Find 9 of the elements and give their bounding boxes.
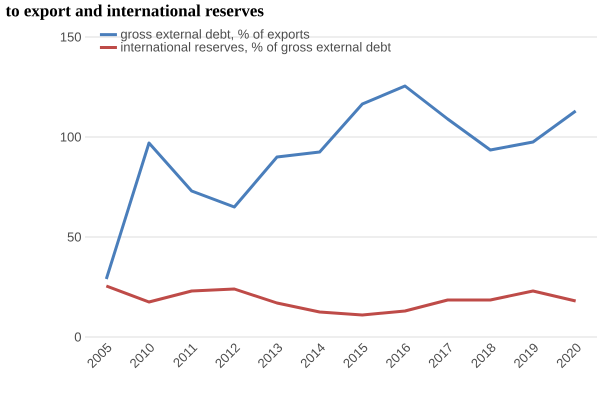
- y-tick-label: 50: [68, 232, 81, 242]
- y-tick-label: 0: [74, 332, 81, 342]
- line-series: [104, 84, 578, 280]
- y-tick-label: 100: [60, 132, 81, 142]
- line-series: [104, 284, 578, 316]
- y-tick-label: 150: [60, 32, 81, 42]
- legend-label: international reserves, % of gross external debt: [121, 42, 391, 54]
- legend-label: gross external debt, % of exports: [120, 29, 310, 42]
- chart-title: to export and international reserves: [6, 4, 264, 20]
